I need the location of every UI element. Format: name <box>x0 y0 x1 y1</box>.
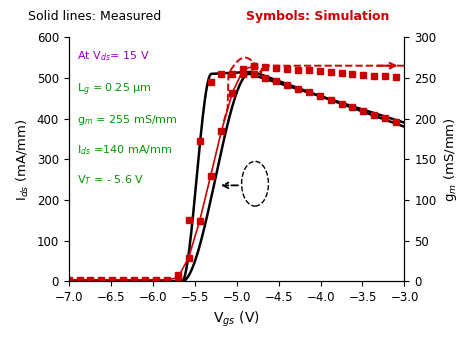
Text: Symbols: Simulation: Symbols: Simulation <box>246 10 389 23</box>
Text: At V$_{ds}$= 15 V: At V$_{ds}$= 15 V <box>77 50 150 63</box>
Y-axis label: I$_{ds}$ (mA/mm): I$_{ds}$ (mA/mm) <box>15 118 31 201</box>
Text: Solid lines: Measured: Solid lines: Measured <box>28 10 162 23</box>
Y-axis label: g$_m$ (mS/mm): g$_m$ (mS/mm) <box>442 117 459 202</box>
Text: V$_T$ = - 5.6 V: V$_T$ = - 5.6 V <box>77 174 145 187</box>
Text: L$_g$ = 0.25 μm: L$_g$ = 0.25 μm <box>77 82 152 98</box>
Text: g$_m$ = 255 mS/mm: g$_m$ = 255 mS/mm <box>77 112 178 127</box>
Text: I$_{ds}$ =140 mA/mm: I$_{ds}$ =140 mA/mm <box>77 143 173 157</box>
X-axis label: V$_{gs}$ (V): V$_{gs}$ (V) <box>213 310 260 329</box>
